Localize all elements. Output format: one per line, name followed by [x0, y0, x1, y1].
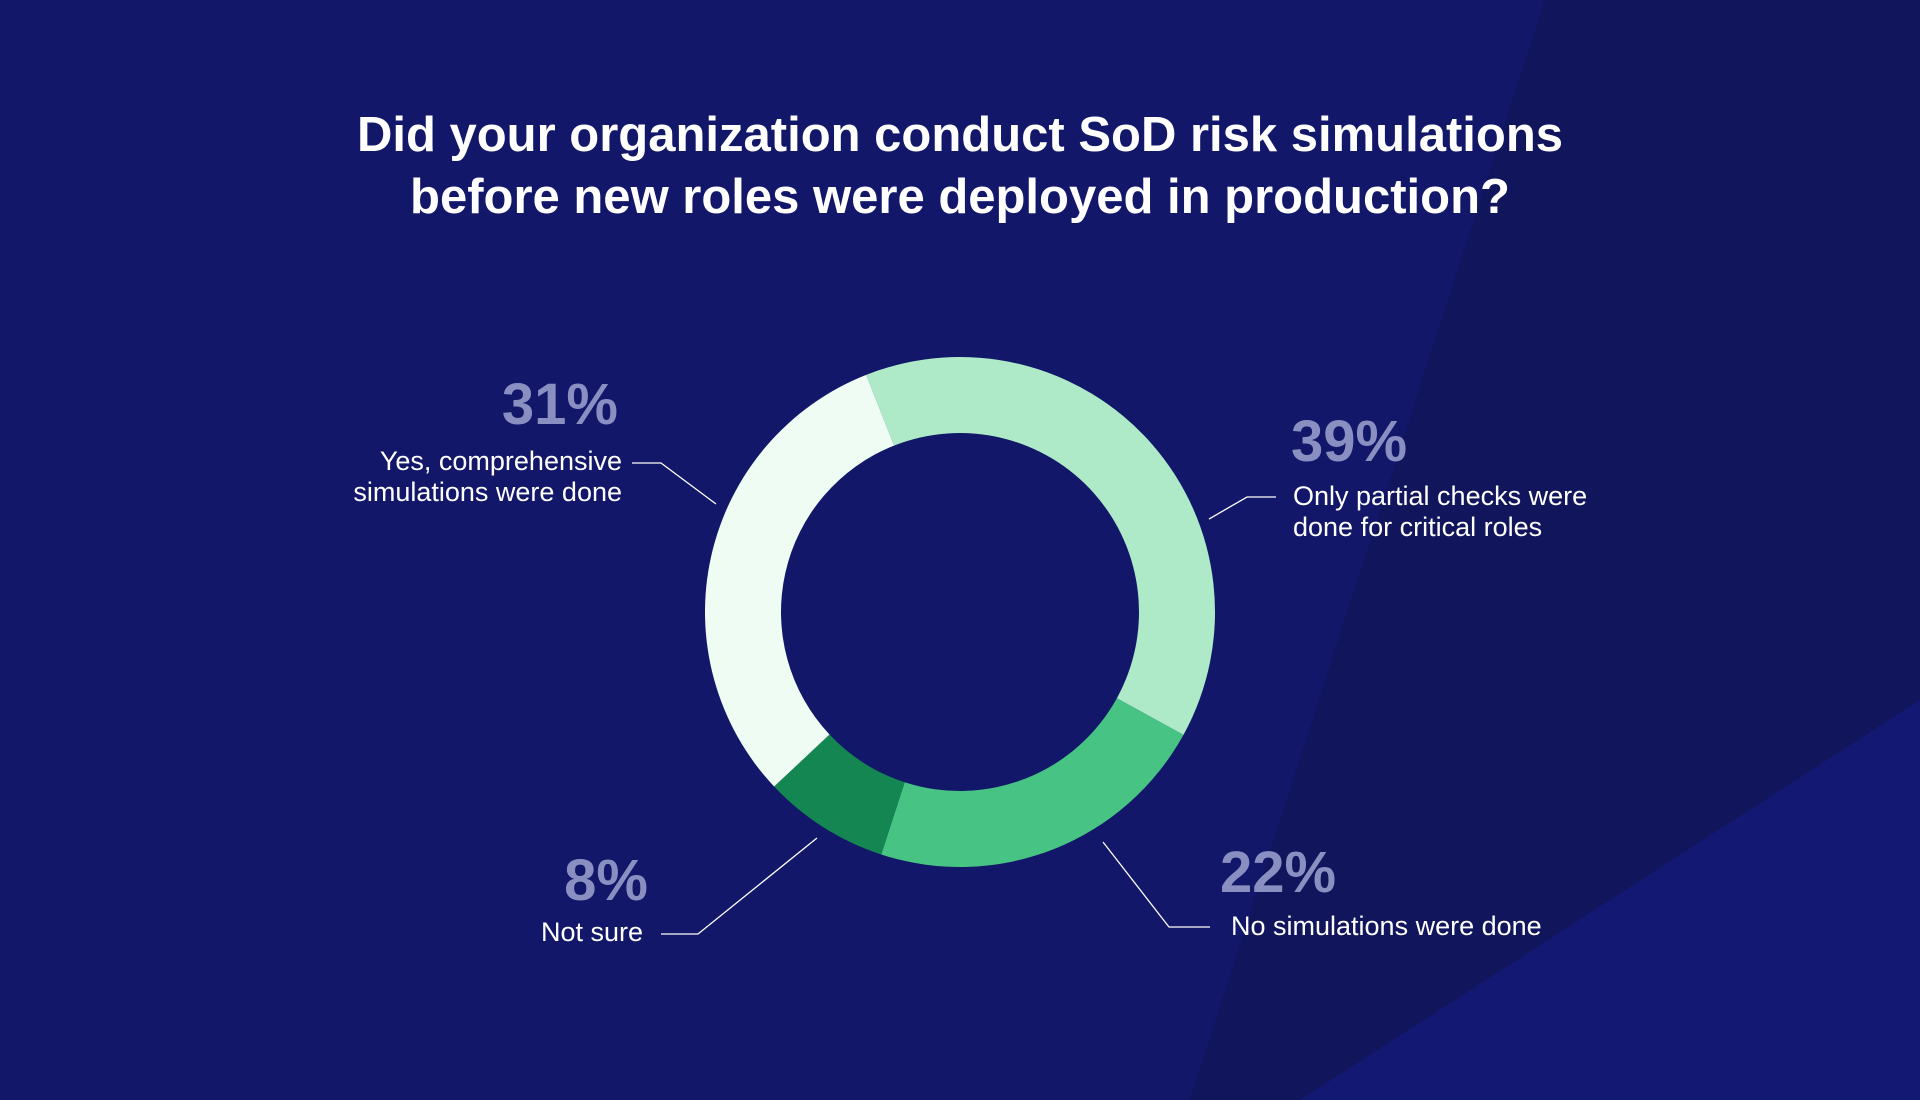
data-label-22: 22%	[1220, 840, 1337, 905]
label-line: Only partial checks were	[1293, 481, 1588, 511]
leader-line-39	[1208, 496, 1276, 520]
background-band-corner	[1300, 700, 1920, 1100]
slice-label-partial: Only partial checks were done for critic…	[1293, 481, 1587, 543]
leader-line-31	[632, 462, 717, 505]
data-label-8: 8%	[564, 848, 648, 913]
data-label-31: 31%	[501, 372, 618, 437]
slice-label-not-sure: Not sure	[540, 917, 643, 947]
label-line: done for critical roles	[1293, 512, 1543, 542]
title-line-2: before new roles were deployed in produc…	[410, 170, 1510, 224]
chart-title: Did your organization conduct SoD risk s…	[0, 104, 1920, 228]
donut-slice-31pct	[705, 374, 895, 787]
slice-label-none: No simulations were done	[1231, 911, 1542, 941]
donut-slice-8pct	[774, 734, 905, 855]
title-line-1: Did your organization conduct SoD risk s…	[356, 108, 1564, 162]
leader-line-8	[661, 837, 818, 935]
donut-slice-22pct	[881, 698, 1184, 868]
slice-label-yes: Yes, comprehensive simulations were done	[353, 446, 622, 508]
data-label-39: 39%	[1291, 409, 1408, 474]
label-line: simulations were done	[353, 477, 622, 507]
leader-line-22	[1102, 841, 1210, 928]
donut-slice-39pct	[866, 356, 1216, 735]
label-line: Yes, comprehensive	[379, 446, 622, 476]
